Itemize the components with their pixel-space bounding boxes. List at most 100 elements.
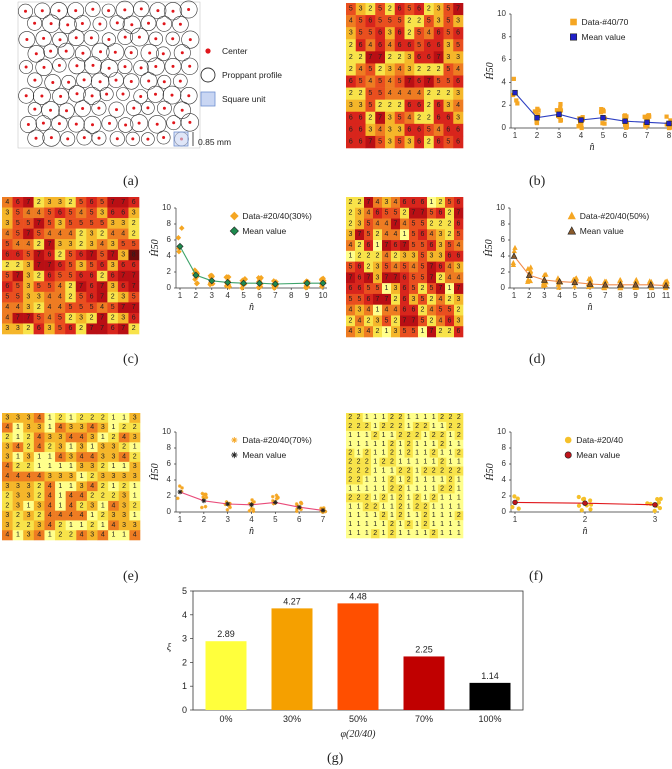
heatmap-cell [2, 500, 13, 511]
heatmap-cell-value: 4 [457, 242, 461, 249]
heatmap-cell [385, 27, 396, 40]
heatmap-cell [394, 51, 405, 64]
heatmap-cell-value: 2 [382, 423, 386, 430]
heatmap-cell-value: 3 [58, 220, 62, 227]
heatmap-cell [75, 228, 87, 240]
heatmap-cell [346, 3, 357, 16]
heatmap-cell [443, 15, 454, 28]
heatmap-cell-value: 5 [26, 251, 30, 258]
heatmap-cell-value: 7 [430, 274, 434, 281]
heatmap-cell [355, 63, 366, 76]
x-axis-label: n̂ [588, 302, 593, 313]
bar-category-label: 0% [219, 714, 232, 724]
proppant-circle [116, 87, 130, 101]
proppant-circle [60, 131, 76, 147]
heatmap-cell-value: 2 [37, 483, 41, 490]
heatmap-cell-value: 3 [37, 502, 41, 509]
heatmap-cell [454, 229, 464, 241]
heatmap-cell-value: 4 [448, 274, 452, 281]
heatmap-cell-value: 3 [133, 473, 137, 480]
heatmap-cell [362, 421, 372, 432]
heatmap-cell [44, 520, 56, 531]
proppant-circle [166, 115, 182, 131]
star-stroke [176, 496, 180, 500]
heatmap-cell [443, 75, 454, 88]
heatmap-cell-value: 6 [417, 102, 421, 109]
heatmap-cell-value: 3 [90, 463, 94, 470]
heatmap-cell-value: 2 [348, 450, 352, 457]
heatmap-cell-value: 3 [27, 424, 31, 431]
heatmap-cell-value: 3 [5, 414, 9, 421]
y-tick-label: 2 [167, 267, 172, 276]
heatmap-cell-value: 1 [385, 328, 389, 335]
heatmap-cell [129, 491, 141, 502]
heatmap-cell [355, 250, 365, 262]
heatmap-cell [436, 207, 446, 219]
heatmap-cell [12, 413, 24, 424]
heatmap-cell-value: 1 [365, 414, 369, 421]
heatmap-cell-value: 1 [373, 423, 377, 430]
heatmap-cell [355, 51, 366, 64]
heatmap-cell [12, 471, 24, 482]
heatmap-cell-value: 5 [100, 199, 104, 206]
star-stroke [321, 508, 325, 513]
proppant-center [148, 51, 152, 55]
heatmap-cell [2, 260, 13, 272]
heatmap-cell [404, 529, 414, 539]
heatmap-cell-value: 2 [388, 102, 392, 109]
heatmap-cell-value: 3 [446, 54, 450, 61]
heatmap-cell [454, 529, 464, 539]
heatmap-cell [409, 207, 419, 219]
heatmap-cell-value: 2 [357, 423, 361, 430]
heatmap-cell [2, 442, 13, 453]
heatmap-cell [65, 291, 77, 303]
heatmap-cell-value: 2 [378, 66, 382, 73]
heatmap-cell [371, 413, 380, 423]
data-point [510, 505, 515, 510]
heatmap-cell-value: 6 [349, 78, 353, 85]
heatmap-cell-value: 1 [449, 521, 453, 528]
heatmap-cell-value: 5 [69, 262, 73, 269]
heatmap-cell [118, 461, 130, 472]
x-axis-label: n̂ [249, 526, 254, 537]
heatmap-cell-value: 5 [394, 210, 398, 217]
heatmap-cell [355, 229, 365, 241]
heatmap-cell-value: 5 [5, 241, 9, 248]
heatmap-cell-value: 6 [446, 114, 450, 121]
proppant-circle [27, 45, 45, 63]
heatmap-cell-value: 6 [5, 283, 9, 290]
heatmap-cell-value: 3 [133, 463, 137, 470]
heatmap-cell [86, 520, 98, 531]
heatmap-cell [387, 413, 397, 423]
heatmap-cell-value: 2 [111, 315, 115, 322]
heatmap-cell [418, 229, 428, 241]
heatmap-cell [346, 511, 355, 521]
heatmap-cell-value: 4 [430, 231, 434, 238]
heatmap-cell [12, 249, 24, 261]
heatmap-cell [427, 293, 437, 305]
heatmap-cell-value: 2 [439, 220, 443, 227]
bar-category-label: 70% [415, 714, 433, 724]
heatmap-cell-value: 2 [427, 66, 431, 73]
heatmap-cell [346, 466, 355, 476]
legend-data-label: Data-#20/40(30%) [242, 211, 312, 221]
heatmap-cell [404, 39, 415, 52]
heatmap-cell-value: 3 [457, 264, 461, 271]
heatmap-cell-value: 5 [430, 210, 434, 217]
heatmap-cell [404, 439, 414, 450]
heatmap-cell-value: 2 [133, 502, 137, 509]
heatmap-cell-value: 4 [80, 493, 84, 500]
heatmap-cell [365, 123, 376, 137]
proppant-center [82, 136, 86, 140]
heatmap-cell-value: 1 [449, 494, 453, 501]
heatmap-cell [346, 272, 356, 284]
heatmap-cell-value: 3 [122, 502, 126, 509]
heatmap-cell [355, 207, 365, 219]
heatmap-cell-value: 3 [388, 66, 392, 73]
heatmap-cell-value: 3 [349, 102, 353, 109]
data-point [532, 109, 538, 114]
heatmap-cell-value: 5 [437, 78, 441, 85]
heatmap-cell [44, 239, 55, 250]
heatmap-cell-value: 6 [417, 138, 421, 145]
heatmap-cell-value: 4 [367, 307, 371, 314]
